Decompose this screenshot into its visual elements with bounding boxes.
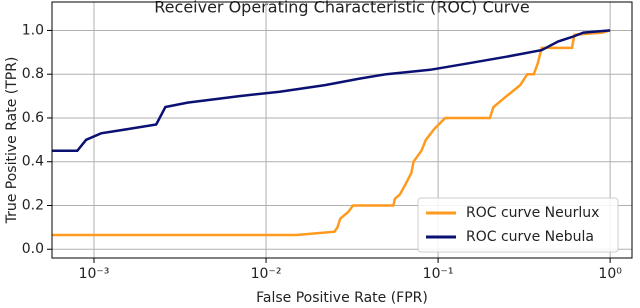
legend-label: ROC curve Neurlux	[466, 205, 599, 221]
y-tick-label: 0.8	[22, 66, 44, 82]
plot-frame	[51, 1, 633, 259]
x-tick-label: 10⁰	[598, 266, 622, 282]
legend-label: ROC curve Nebula	[466, 229, 594, 245]
x-tick-label: 10⁻³	[79, 266, 110, 282]
x-tick-label: 10⁻¹	[423, 266, 454, 282]
legend-box	[417, 197, 619, 253]
y-tick-label: 0.4	[22, 154, 44, 170]
roc-line	[52, 29, 611, 237]
y-tick-label: 0.0	[22, 241, 44, 257]
y-tick-label: 0.2	[22, 197, 44, 213]
y-tick-label: 1.0	[22, 22, 44, 38]
y-axis-label: True Positive Rate (TPR)	[4, 57, 20, 225]
y-tick-label: 0.6	[22, 110, 44, 126]
x-tick-label: 10⁻²	[251, 266, 282, 282]
chart-title: Receiver Operating Characteristic (ROC) …	[154, 0, 529, 17]
roc-line	[52, 29, 611, 153]
x-axis-label: False Positive Rate (FPR)	[256, 290, 428, 306]
